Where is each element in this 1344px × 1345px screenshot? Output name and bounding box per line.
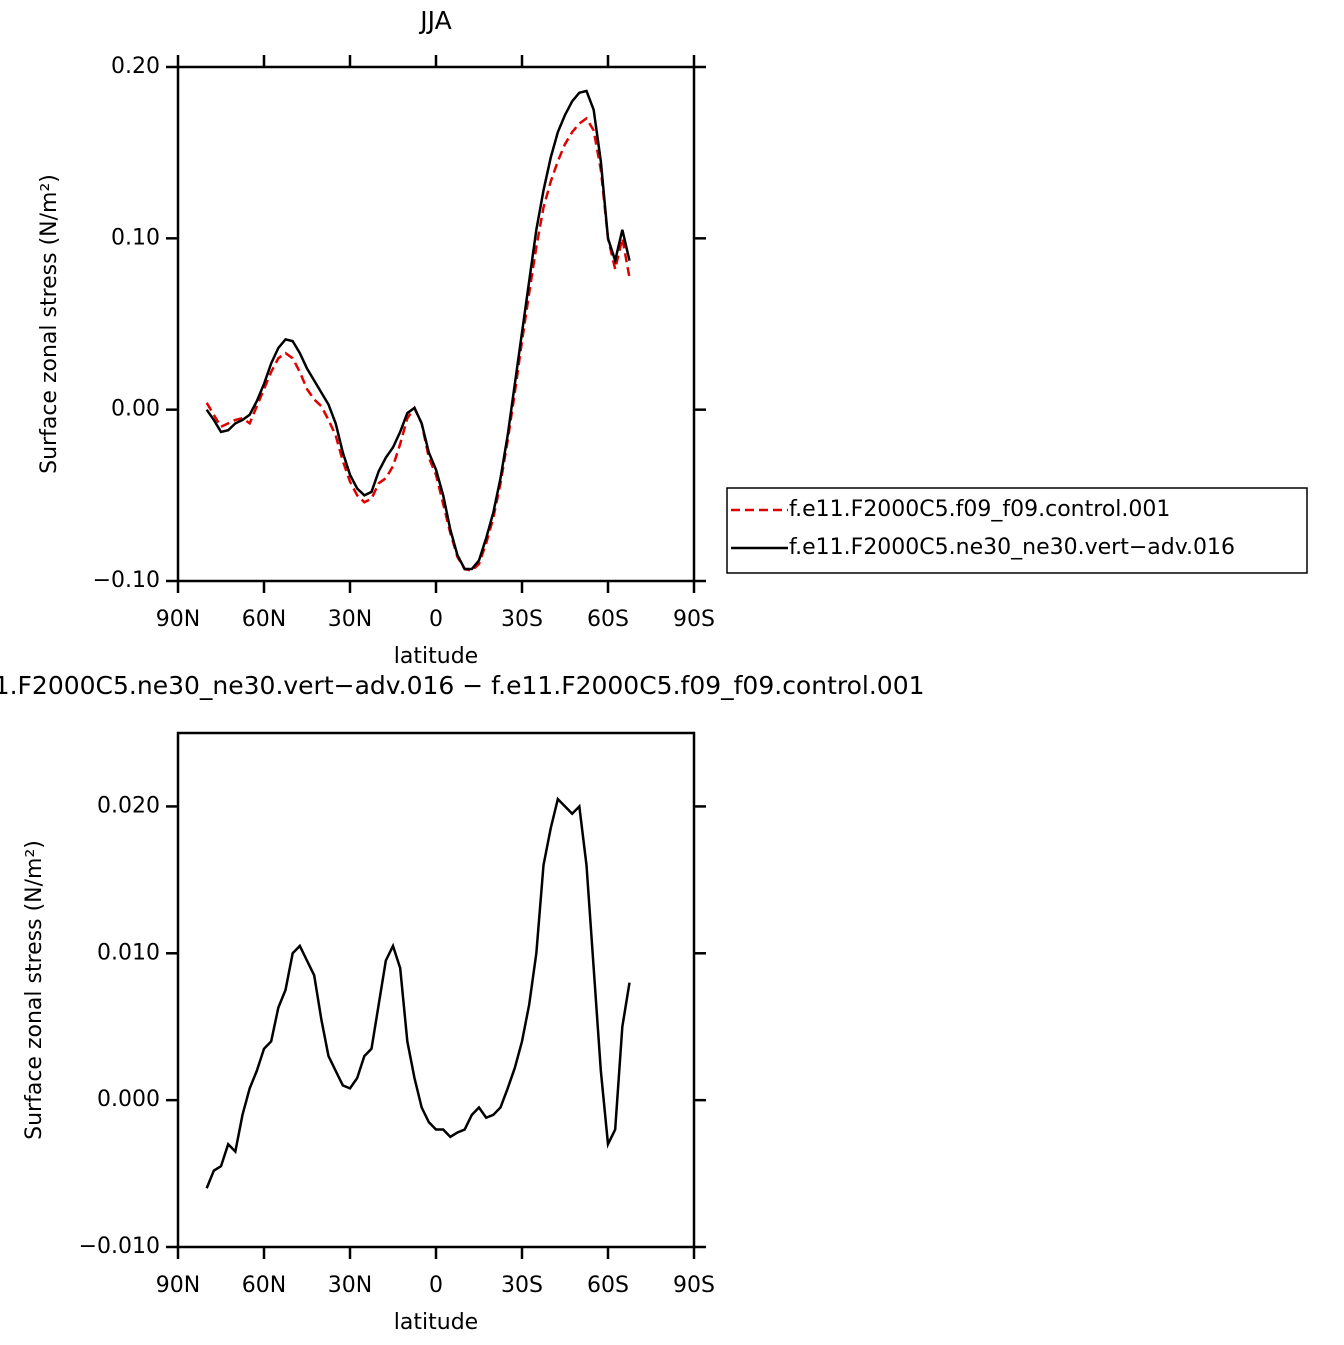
y-tick-label: 0.10 <box>111 225 160 250</box>
y-axis-label: Surface zonal stress (N/m²) <box>37 174 62 474</box>
chart-title: JJA <box>418 6 451 35</box>
x-axis-label: latitude <box>394 1310 478 1335</box>
y-tick-label: −0.010 <box>79 1234 160 1259</box>
plot-frame <box>176 65 696 583</box>
x-tick-label: 30S <box>501 1273 543 1298</box>
x-tick-label: 30N <box>328 607 372 632</box>
y-tick-label: 0.20 <box>111 54 160 79</box>
y-tick-label: 0.010 <box>97 940 160 965</box>
x-tick-label: 90N <box>156 1273 200 1298</box>
x-tick-label: 60N <box>242 1273 286 1298</box>
data-line <box>205 89 631 571</box>
x-tick-label: 90S <box>673 1273 715 1298</box>
x-tick-label: 90N <box>156 607 200 632</box>
legend-box <box>726 487 1308 574</box>
x-tick-label: 60S <box>587 1273 629 1298</box>
x-tick-label: 60N <box>242 607 286 632</box>
data-line <box>205 796 631 1189</box>
data-line <box>205 116 631 573</box>
x-tick-label: 90S <box>673 607 715 632</box>
x-tick-label: 30N <box>328 1273 372 1298</box>
plot-frame <box>176 731 696 1249</box>
x-axis-label: latitude <box>394 644 478 669</box>
legend-label: f.e11.F2000C5.f09_f09.control.001 <box>789 497 1170 522</box>
x-tick-label: 60S <box>587 607 629 632</box>
x-tick-label: 30S <box>501 607 543 632</box>
x-tick-label: 0 <box>429 607 443 632</box>
x-tick-label: 0 <box>429 1273 443 1298</box>
y-tick-label: 0.00 <box>111 397 160 422</box>
chart-title: f.e11.F2000C5.ne30_ne30.vert−adv.016 − f… <box>0 671 925 700</box>
y-tick-label: −0.10 <box>93 568 160 593</box>
legend-label: f.e11.F2000C5.ne30_ne30.vert−adv.016 <box>789 535 1235 560</box>
y-tick-label: 0.000 <box>97 1087 160 1112</box>
y-tick-label: 0.020 <box>97 793 160 818</box>
y-axis-label: Surface zonal stress (N/m²) <box>22 840 47 1140</box>
